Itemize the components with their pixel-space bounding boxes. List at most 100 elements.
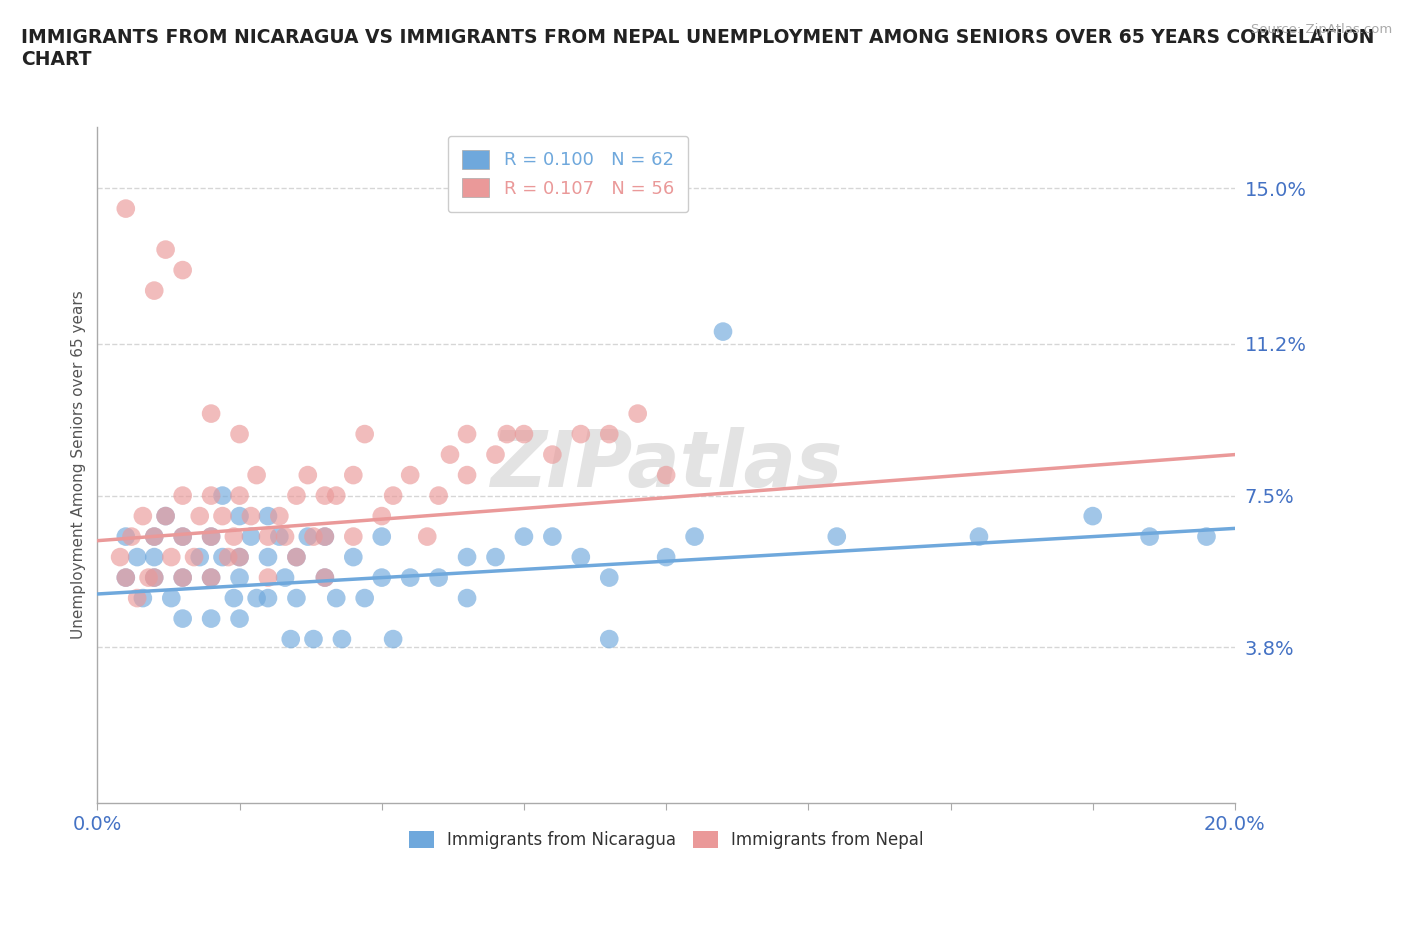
Point: [342, 468, 364, 483]
Point: [108, 550, 131, 565]
Point: [143, 570, 166, 585]
Point: [200, 611, 222, 626]
Point: [217, 550, 239, 565]
Point: [456, 427, 478, 442]
Point: [200, 570, 222, 585]
Point: [371, 529, 394, 544]
Point: [285, 550, 308, 565]
Point: [114, 570, 136, 585]
Point: [427, 488, 450, 503]
Point: [274, 570, 297, 585]
Point: [257, 570, 280, 585]
Text: IMMIGRANTS FROM NICARAGUA VS IMMIGRANTS FROM NEPAL UNEMPLOYMENT AMONG SENIORS OV: IMMIGRANTS FROM NICARAGUA VS IMMIGRANTS …: [21, 28, 1375, 69]
Point: [382, 631, 405, 646]
Point: [314, 570, 336, 585]
Point: [325, 591, 347, 605]
Point: [172, 262, 194, 277]
Point: [541, 529, 564, 544]
Point: [598, 570, 620, 585]
Point: [598, 427, 620, 442]
Point: [456, 591, 478, 605]
Point: [399, 468, 422, 483]
Point: [484, 447, 506, 462]
Point: [239, 529, 262, 544]
Point: [188, 509, 211, 524]
Point: [598, 631, 620, 646]
Point: [353, 427, 375, 442]
Point: [127, 550, 149, 565]
Point: [1081, 509, 1104, 524]
Point: [416, 529, 439, 544]
Point: [302, 631, 325, 646]
Point: [160, 591, 183, 605]
Point: [371, 509, 394, 524]
Point: [325, 488, 347, 503]
Point: [172, 570, 194, 585]
Point: [371, 570, 394, 585]
Point: [513, 427, 536, 442]
Point: [655, 468, 678, 483]
Point: [200, 406, 222, 421]
Point: [456, 550, 478, 565]
Point: [257, 550, 280, 565]
Point: [138, 570, 160, 585]
Point: [342, 529, 364, 544]
Point: [155, 509, 177, 524]
Point: [222, 529, 245, 544]
Point: [297, 529, 319, 544]
Point: [280, 631, 302, 646]
Point: [285, 550, 308, 565]
Point: [200, 570, 222, 585]
Point: [1139, 529, 1161, 544]
Point: [172, 488, 194, 503]
Point: [239, 509, 262, 524]
Point: [285, 488, 308, 503]
Point: [228, 509, 250, 524]
Point: [246, 468, 269, 483]
Point: [302, 529, 325, 544]
Point: [143, 529, 166, 544]
Point: [114, 570, 136, 585]
Point: [257, 591, 280, 605]
Point: [228, 488, 250, 503]
Point: [200, 529, 222, 544]
Text: ZIPatlas: ZIPatlas: [491, 427, 842, 503]
Text: Source: ZipAtlas.com: Source: ZipAtlas.com: [1251, 23, 1392, 36]
Point: [382, 488, 405, 503]
Point: [439, 447, 461, 462]
Point: [353, 591, 375, 605]
Point: [114, 201, 136, 216]
Point: [188, 550, 211, 565]
Legend: Immigrants from Nicaragua, Immigrants from Nepal: Immigrants from Nicaragua, Immigrants fr…: [402, 824, 931, 856]
Point: [172, 529, 194, 544]
Point: [228, 611, 250, 626]
Point: [274, 529, 297, 544]
Point: [427, 570, 450, 585]
Point: [513, 529, 536, 544]
Point: [655, 550, 678, 565]
Point: [183, 550, 205, 565]
Point: [143, 550, 166, 565]
Point: [627, 406, 650, 421]
Point: [314, 529, 336, 544]
Point: [285, 591, 308, 605]
Point: [228, 570, 250, 585]
Point: [228, 427, 250, 442]
Point: [399, 570, 422, 585]
Point: [456, 468, 478, 483]
Point: [211, 488, 233, 503]
Point: [257, 529, 280, 544]
Point: [228, 550, 250, 565]
Point: [484, 550, 506, 565]
Y-axis label: Unemployment Among Seniors over 65 years: Unemployment Among Seniors over 65 years: [72, 290, 86, 639]
Point: [711, 325, 734, 339]
Point: [825, 529, 848, 544]
Point: [172, 611, 194, 626]
Point: [569, 550, 592, 565]
Point: [143, 570, 166, 585]
Point: [132, 591, 155, 605]
Point: [314, 570, 336, 585]
Point: [541, 447, 564, 462]
Point: [211, 509, 233, 524]
Point: [269, 509, 291, 524]
